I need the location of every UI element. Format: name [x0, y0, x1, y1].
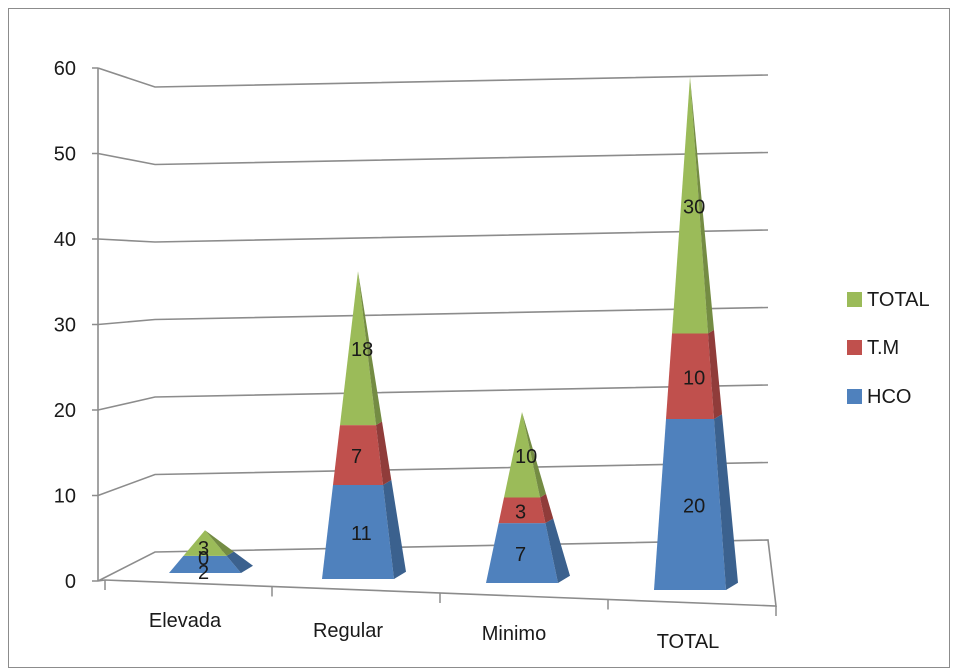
data-label: 18: [351, 339, 373, 361]
y-tick-label: 30: [54, 315, 76, 337]
bar-regular-tm: [333, 425, 383, 485]
data-label: 10: [683, 367, 705, 389]
bar-side-face: [714, 414, 738, 590]
data-label: 30: [683, 196, 705, 218]
gridline: [97, 67, 769, 88]
data-label: 0: [198, 548, 209, 570]
gridline: [97, 229, 769, 243]
chart-frame: [8, 8, 950, 668]
gridline: [97, 151, 769, 166]
x-tick-label: Elevada: [149, 610, 222, 632]
bar-elevada-total: [183, 530, 227, 556]
bar-side-face: [545, 518, 570, 583]
bar-minimo-tm: [498, 497, 546, 524]
legend-swatch-hco: [847, 389, 862, 404]
x-tick-label: TOTAL: [657, 631, 720, 653]
bar-total-tm: [666, 333, 714, 419]
bar-side-face: [708, 329, 722, 419]
legend-swatch-total: [847, 292, 862, 307]
gridline: [97, 461, 769, 497]
bar-minimo-total: [504, 412, 540, 498]
data-label: 7: [515, 544, 526, 566]
bar-side-face: [358, 271, 382, 426]
data-label: 7: [351, 446, 362, 468]
bar-side-face: [540, 493, 554, 524]
bar-side-face: [690, 77, 714, 334]
data-label: 3: [198, 538, 209, 560]
bar-side-face: [376, 421, 392, 485]
y-tick-label: 60: [54, 58, 76, 80]
bar-side-face: [205, 530, 234, 556]
data-label: 20: [683, 496, 705, 518]
data-label: 11: [351, 523, 372, 545]
data-label: 2: [198, 562, 209, 584]
bars-layer: [169, 77, 738, 590]
labels-layer: 203Elevada11718Regular7310Minimo201030TO…: [149, 196, 719, 653]
y-tick-label: 20: [54, 400, 76, 422]
bar-elevada-hco: [169, 555, 241, 573]
y-tick-label: 50: [54, 144, 76, 166]
grid-layer: [97, 67, 769, 497]
bar-side-face: [383, 479, 406, 579]
bar-side-face: [522, 412, 546, 498]
y-tick-label: 10: [54, 486, 76, 508]
bar-side-face: [226, 551, 253, 573]
x-tick-label: Minimo: [482, 623, 546, 645]
legend-layer: TOTAL T.M HCO: [847, 289, 930, 408]
bar-total-total: [672, 77, 708, 334]
bar-regular-hco: [322, 484, 394, 579]
legend-label-total: TOTAL: [867, 289, 930, 311]
data-label: 3: [515, 501, 526, 523]
legend-swatch-tm: [847, 340, 862, 355]
bar-total-hco: [654, 419, 726, 590]
legend-label-hco: HCO: [867, 386, 911, 408]
y-tick-label: 0: [65, 571, 76, 593]
bar-regular-total: [340, 271, 376, 426]
data-label: 10: [515, 446, 537, 468]
bar-minimo-hco: [486, 523, 558, 583]
x-tick-label: Regular: [313, 620, 383, 642]
legend-label-tm: T.M: [867, 337, 899, 359]
floor-outline: [97, 539, 777, 607]
y-tick-label: 40: [54, 229, 76, 251]
gridline: [97, 384, 769, 411]
gridline: [97, 306, 769, 326]
